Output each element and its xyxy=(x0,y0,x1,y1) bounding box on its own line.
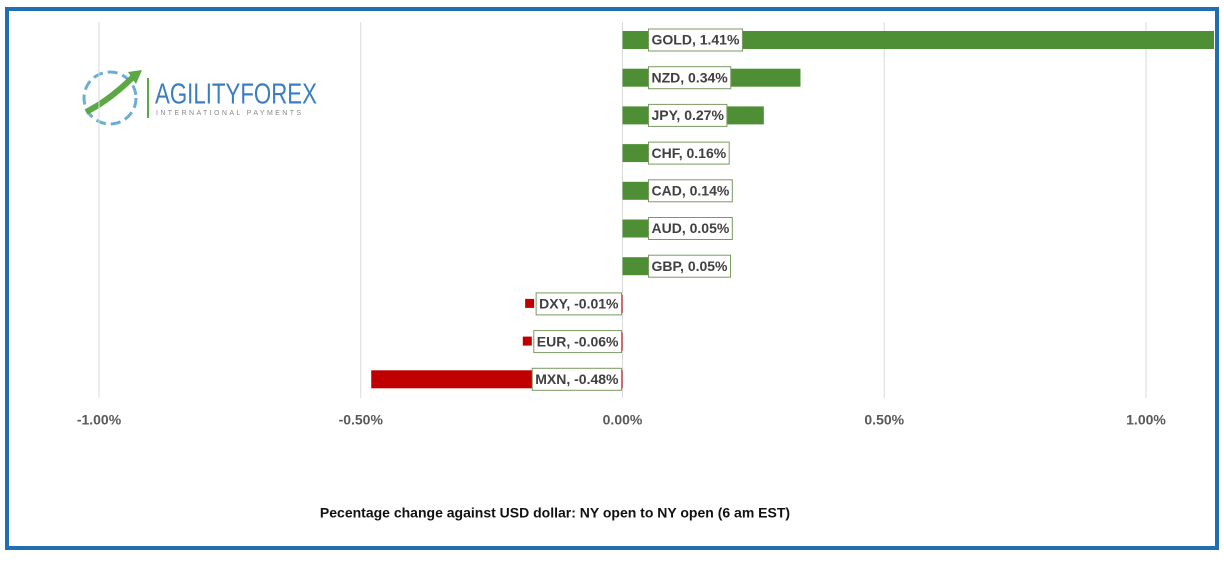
data-label: MXN, -0.48% xyxy=(521,368,621,390)
logo-tagline: INTERNATIONAL PAYMENTS xyxy=(156,110,303,117)
data-label-text: CHF, 0.16% xyxy=(652,145,727,161)
x-tick-label: 0.00% xyxy=(603,412,643,428)
data-label-text: MXN, -0.48% xyxy=(535,371,619,387)
data-label-text: DXY, -0.01% xyxy=(539,296,619,312)
data-label-text: CAD, 0.14% xyxy=(652,183,730,199)
logo-name: AGILITYFOREX xyxy=(155,79,317,111)
x-tick-label: -0.50% xyxy=(339,412,384,428)
x-tick-label: 1.00% xyxy=(1126,412,1166,428)
data-label-text: JPY, 0.27% xyxy=(652,107,725,123)
data-label: JPY, 0.27% xyxy=(649,104,727,126)
data-label-key xyxy=(523,337,532,346)
x-tick-label: -1.00% xyxy=(77,412,122,428)
data-label-text: GBP, 0.05% xyxy=(652,258,729,274)
data-label-key xyxy=(525,299,534,308)
data-label-text: NZD, 0.34% xyxy=(652,69,729,85)
data-label: DXY, -0.01% xyxy=(525,293,621,315)
data-label: GBP, 0.05% xyxy=(649,255,731,277)
data-label-text: AUD, 0.05% xyxy=(652,220,730,236)
bar xyxy=(623,257,649,275)
data-label: AUD, 0.05% xyxy=(649,218,733,240)
data-label-text: EUR, -0.06% xyxy=(537,333,619,349)
x-tick-label: 0.50% xyxy=(864,412,904,428)
data-label-text: GOLD, 1.41% xyxy=(652,32,740,48)
data-label: NZD, 0.34% xyxy=(649,67,731,89)
data-label: GOLD, 1.41% xyxy=(649,29,743,51)
x-axis-label: Pecentage change against USD dollar: NY … xyxy=(320,505,790,521)
data-label-key xyxy=(521,374,530,383)
data-label: CHF, 0.16% xyxy=(649,142,730,164)
data-label: EUR, -0.06% xyxy=(523,331,622,353)
bar xyxy=(623,220,649,238)
data-label: CAD, 0.14% xyxy=(649,180,733,202)
